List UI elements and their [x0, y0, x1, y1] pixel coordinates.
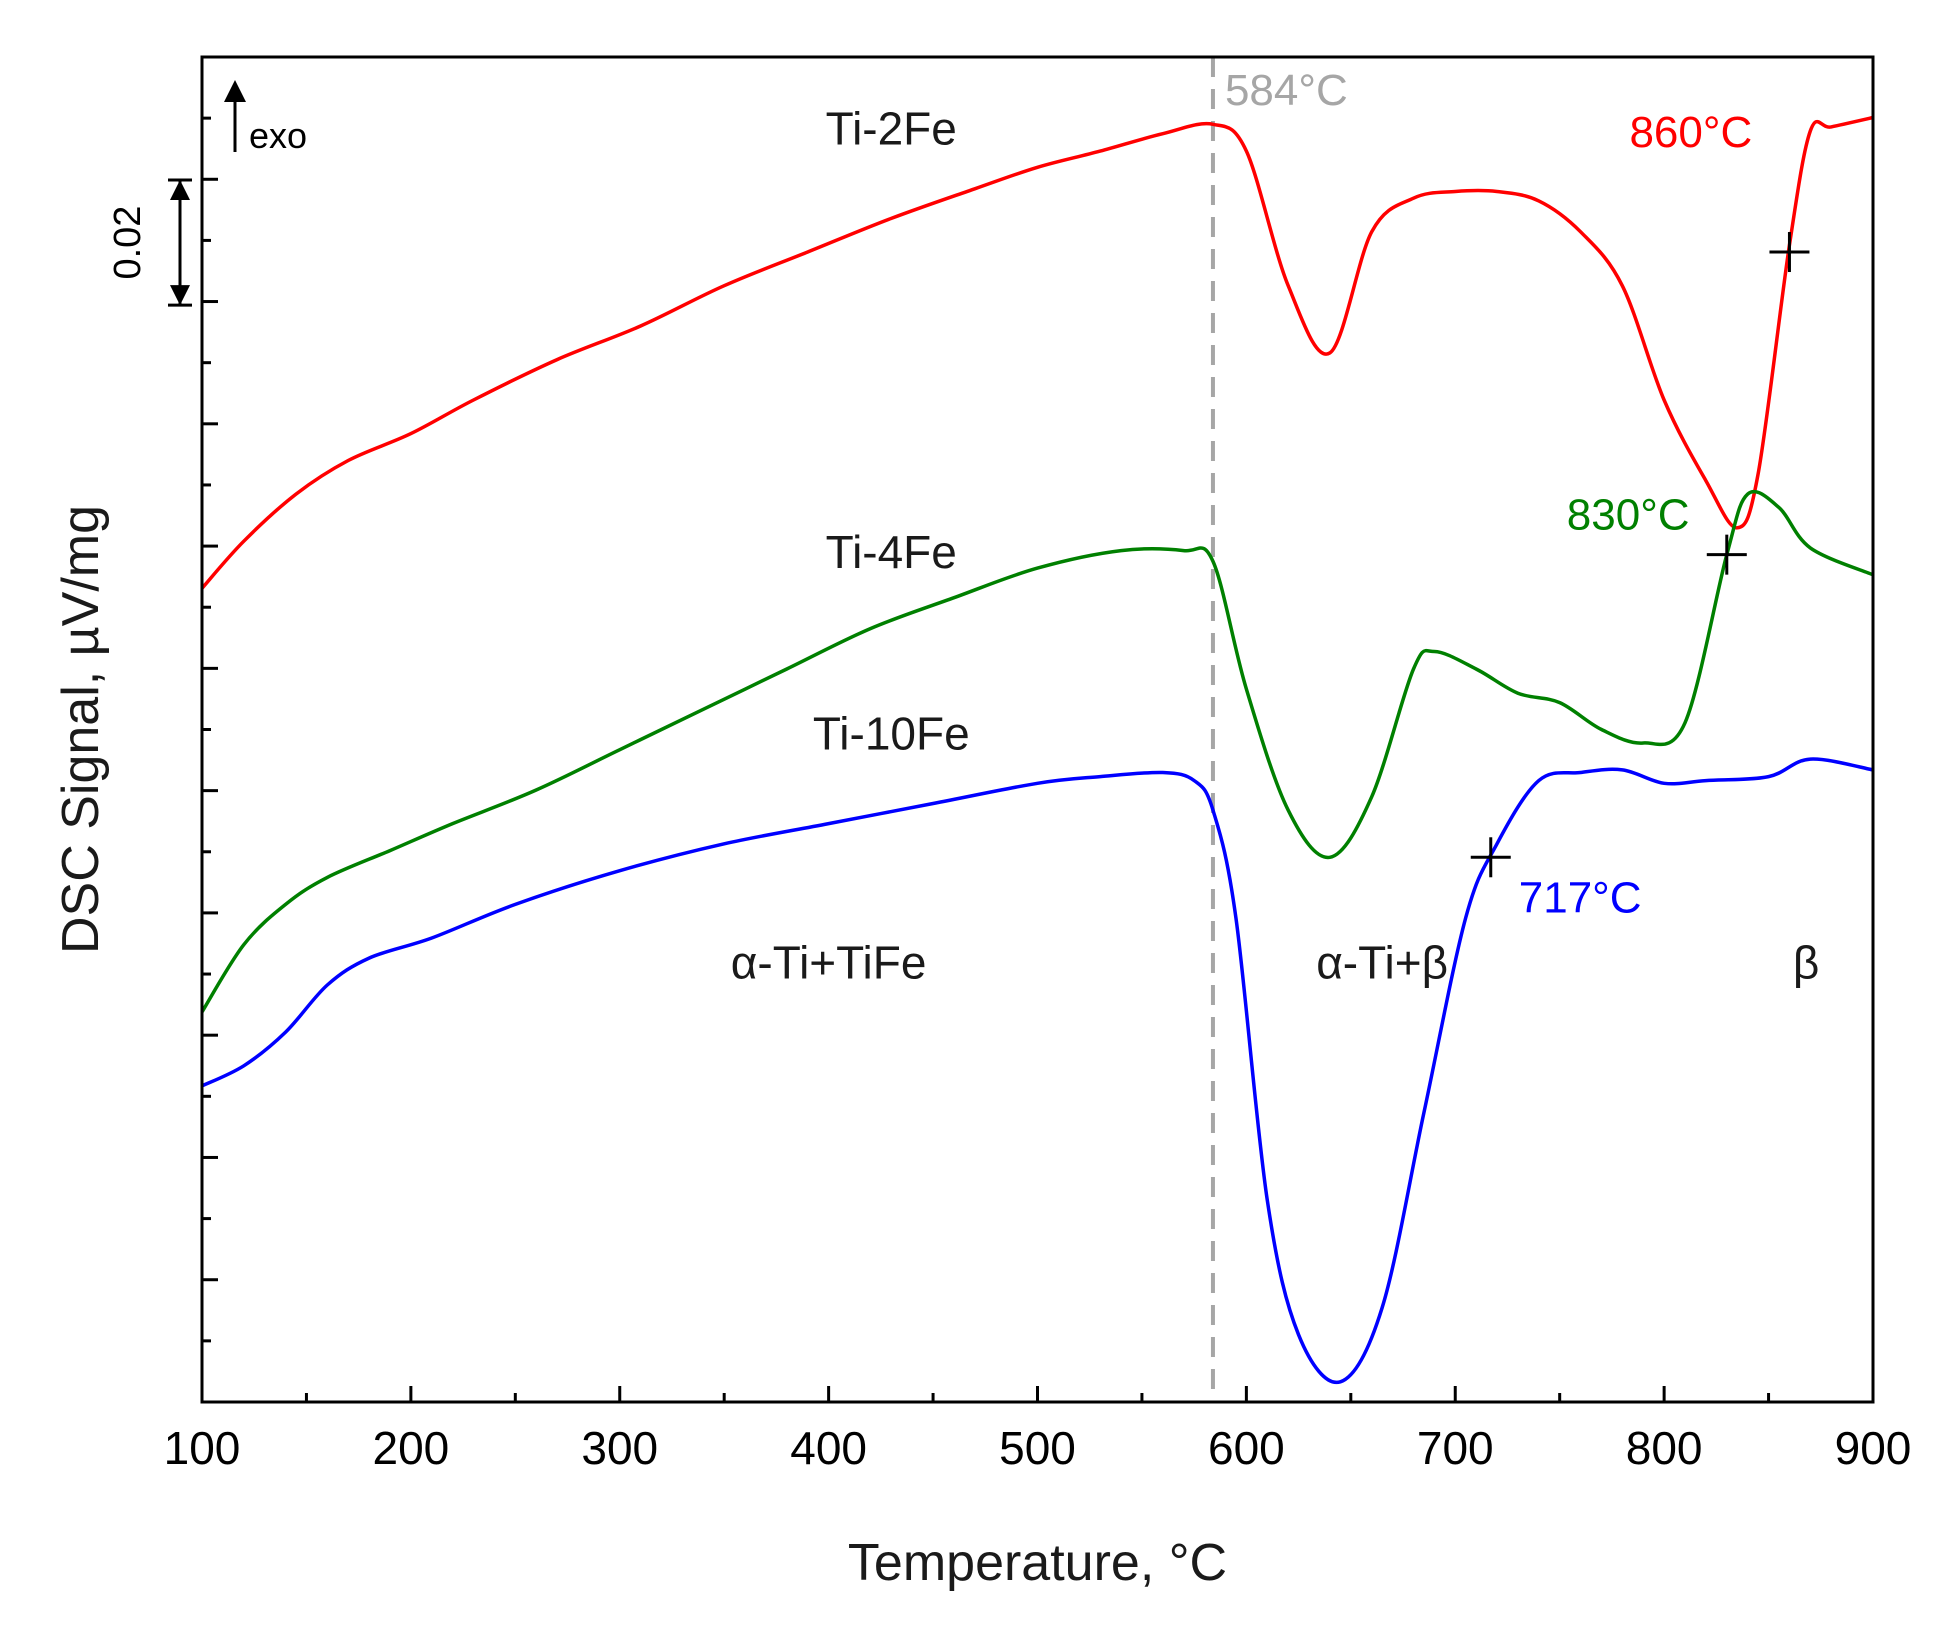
- x-tick-label-800: 800: [1626, 1422, 1703, 1474]
- scale-bar-up-arrow-icon: [170, 180, 190, 200]
- region-label-2: β: [1793, 936, 1819, 988]
- x-axis-ticks: 100 200 300 400 500 600 700 800 900: [164, 1386, 1912, 1474]
- x-tick-label-900: 900: [1835, 1422, 1912, 1474]
- series-label-ti-4fe: Ti-4Fe: [826, 526, 957, 578]
- scale-bar: 0.02: [107, 178, 192, 307]
- region-label-0: α-Ti+TiFe: [731, 936, 927, 988]
- series-label-ti-2fe: Ti-2Fe: [826, 102, 957, 154]
- y-axis-label: DSC Signal, µV/mg: [52, 505, 110, 954]
- exo-label: exo: [249, 115, 307, 156]
- region-label-1: α-Ti+β: [1316, 936, 1448, 988]
- exo-arrow-icon: [224, 80, 246, 102]
- x-tick-label-600: 600: [1208, 1422, 1285, 1474]
- marker-label-830: 830°C: [1567, 491, 1690, 540]
- marker-label-717: 717°C: [1519, 873, 1642, 922]
- axes: 100 200 300 400 500 600 700 800 900: [164, 55, 1912, 1474]
- y-axis-ticks: [202, 55, 218, 1404]
- x-axis-label: Temperature, °C: [848, 1534, 1227, 1592]
- x-tick-label-500: 500: [999, 1422, 1076, 1474]
- plot-frame: [200, 55, 1875, 1404]
- x-tick-label-400: 400: [790, 1422, 867, 1474]
- marker-label-860: 860°C: [1629, 108, 1752, 157]
- x-tick-label-100: 100: [164, 1422, 241, 1474]
- plot-area: 584°C 860°C 830°C 717°C Ti-2Fe Ti-4Fe Ti-10Fe α…: [200, 57, 1874, 1402]
- scale-bar-label: 0.02: [107, 206, 149, 280]
- scale-bar-down-arrow-icon: [170, 285, 190, 306]
- exo-indicator: exo: [224, 80, 307, 156]
- series-line-ti-10fe: [201, 757, 1874, 1385]
- x-tick-label-300: 300: [581, 1422, 658, 1474]
- series-label-ti-10fe: Ti-10Fe: [813, 708, 970, 760]
- series-line-ti-4fe: [200, 489, 1874, 1013]
- x-tick-label-700: 700: [1417, 1422, 1494, 1474]
- x-tick-label-200: 200: [373, 1422, 450, 1474]
- vline-label: 584°C: [1225, 66, 1348, 115]
